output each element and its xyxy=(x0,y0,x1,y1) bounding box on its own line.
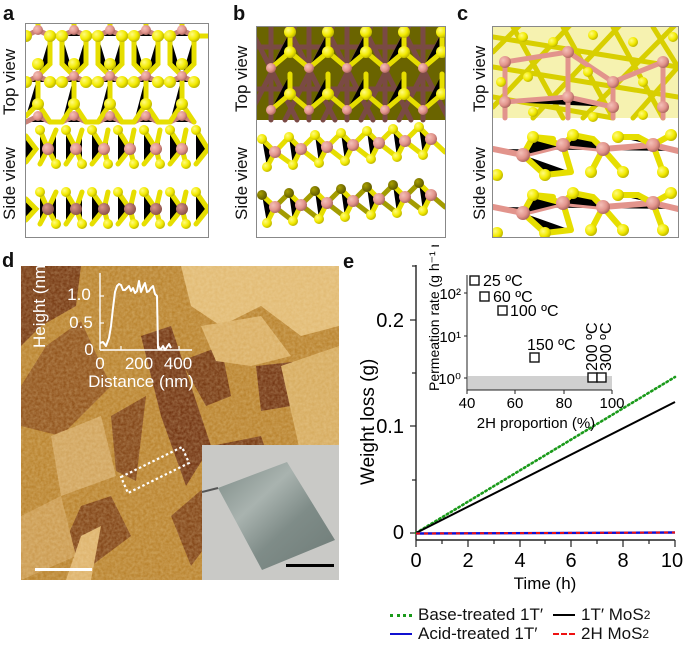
side-view-label-c: Side view xyxy=(470,147,489,220)
profile-xlabel: Distance (nm) xyxy=(88,372,194,391)
panel-label-a: a xyxy=(3,3,15,25)
panel-c-structure xyxy=(492,26,679,238)
mos2-1t-prime-lattice-illustration xyxy=(493,27,678,237)
panel-a-structure xyxy=(25,23,209,238)
point-label-300: 300 ºC xyxy=(598,322,615,371)
ytick-0.2: 0.2 xyxy=(376,310,404,332)
legend-item-base-treated: Base-treated 1T′ xyxy=(390,605,543,625)
series-2h xyxy=(415,531,676,535)
legend-label: 1T′ MoS xyxy=(581,605,644,624)
panel-label-b: b xyxy=(233,3,246,25)
xtick-8: 8 xyxy=(617,550,628,572)
inset-y-axis-label: Permeation rate (g h⁻¹ m⁻²) xyxy=(426,245,442,391)
legend-item-1t-prime: 1T′ MoS 2 xyxy=(553,605,650,625)
xtick-4: 4 xyxy=(514,550,525,572)
profile-region-marker xyxy=(119,445,191,495)
height-profile-inset: 1.0 0.5 0 0 200 400 Distance (nm) Height… xyxy=(30,266,194,391)
point-label-100: 100 ºC xyxy=(510,303,559,320)
inset-ytick-1: 10⁰ xyxy=(438,371,461,388)
solid-line-swatch-icon xyxy=(390,633,412,635)
top-view-label-a: Top view xyxy=(0,48,19,115)
top-view-label-c: Top view xyxy=(470,45,489,112)
profile-ylabel: Height (nm) xyxy=(30,266,49,348)
legend-label: 2H MoS xyxy=(581,624,643,643)
series-base-treated xyxy=(414,375,677,535)
legend-item-2h: 2H MoS 2 xyxy=(553,624,649,644)
permeation-inset: 10² 10¹ 10⁰ 40 60 80 100 2H proportion (… xyxy=(426,245,625,432)
panel-label-e: e xyxy=(343,251,355,273)
legend-subscript: 2 xyxy=(642,627,650,641)
xtick-2: 2 xyxy=(462,550,473,572)
photo-scale-bar xyxy=(286,564,334,567)
inset-xtick-100: 100 xyxy=(599,395,624,412)
ytick-0.1: 0.1 xyxy=(376,416,404,438)
weight-loss-chart: 0 0.1 0.2 0 2 4 6 8 10 Time (h) Weight l… xyxy=(358,245,683,593)
legend-subscript: 2 xyxy=(643,608,651,622)
inset-ytick-100: 10² xyxy=(439,286,461,303)
point-label-25: 25 ºC xyxy=(483,273,523,290)
top-view-label-b: Top view xyxy=(232,45,251,112)
side-view-label-a: Side view xyxy=(0,147,19,220)
dotted-line-swatch-icon xyxy=(390,613,412,617)
xtick-0: 0 xyxy=(410,550,421,572)
mos2-1t-lattice-illustration xyxy=(257,27,445,228)
panel-label-c: c xyxy=(457,3,469,25)
legend-item-acid-treated: Acid-treated 1T′ xyxy=(390,624,537,644)
profile-ytick-1: 1.0 xyxy=(67,285,91,304)
xtick-10: 10 xyxy=(661,550,683,572)
legend-label: Acid-treated 1T′ xyxy=(418,624,538,643)
profile-ytick-0: 0 xyxy=(84,340,93,359)
side-view-label-b: Side view xyxy=(232,147,251,220)
inset-xtick-80: 80 xyxy=(556,395,573,412)
membrane-photo-inset xyxy=(202,445,339,580)
profile-ytick-05: 0.5 xyxy=(69,313,93,332)
inset-xtick-40: 40 xyxy=(459,395,476,412)
dashed-line-swatch-icon xyxy=(553,633,575,635)
x-axis-label: Time (h) xyxy=(514,574,577,593)
point-label-60: 60 ºC xyxy=(493,289,533,306)
inset-xtick-60: 60 xyxy=(507,395,524,412)
point-label-150: 150 ºC xyxy=(527,337,576,354)
panel-b-structure xyxy=(256,26,446,238)
solid-line-swatch-icon xyxy=(553,614,575,616)
legend-label: Base-treated 1T′ xyxy=(418,605,544,624)
afm-image: 1.0 0.5 0 0 200 400 Distance (nm) Height… xyxy=(21,266,339,580)
profile-xtick-200: 200 xyxy=(125,354,153,373)
membrane-photo xyxy=(202,462,335,570)
profile-xtick-0: 0 xyxy=(95,354,104,373)
inset-ytick-10: 10¹ xyxy=(439,329,461,346)
afm-scale-bar xyxy=(35,568,92,571)
ytick-0: 0 xyxy=(393,522,404,544)
inset-x-axis-label: 2H proportion (%) xyxy=(477,415,595,432)
y-axis-label: Weight loss (g) xyxy=(358,359,379,485)
xtick-6: 6 xyxy=(565,550,576,572)
inset-shaded-band xyxy=(468,376,612,390)
point-label-200: 200 ºC xyxy=(584,322,601,371)
panel-label-d: d xyxy=(2,250,15,272)
series-1t-prime xyxy=(415,401,676,534)
profile-xtick-400: 400 xyxy=(164,354,192,373)
mos2-2h-lattice-illustration xyxy=(26,24,208,229)
